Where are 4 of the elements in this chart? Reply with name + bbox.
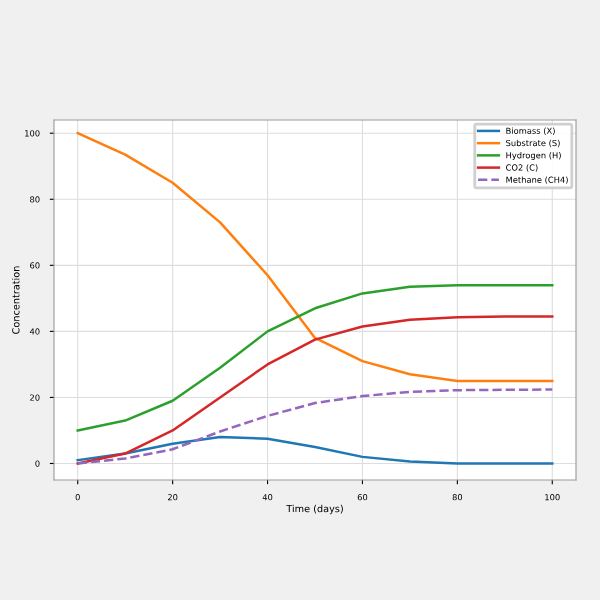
line-series <box>76 435 554 465</box>
line-series <box>76 283 554 432</box>
line-series <box>76 388 554 465</box>
line-series <box>76 315 554 465</box>
